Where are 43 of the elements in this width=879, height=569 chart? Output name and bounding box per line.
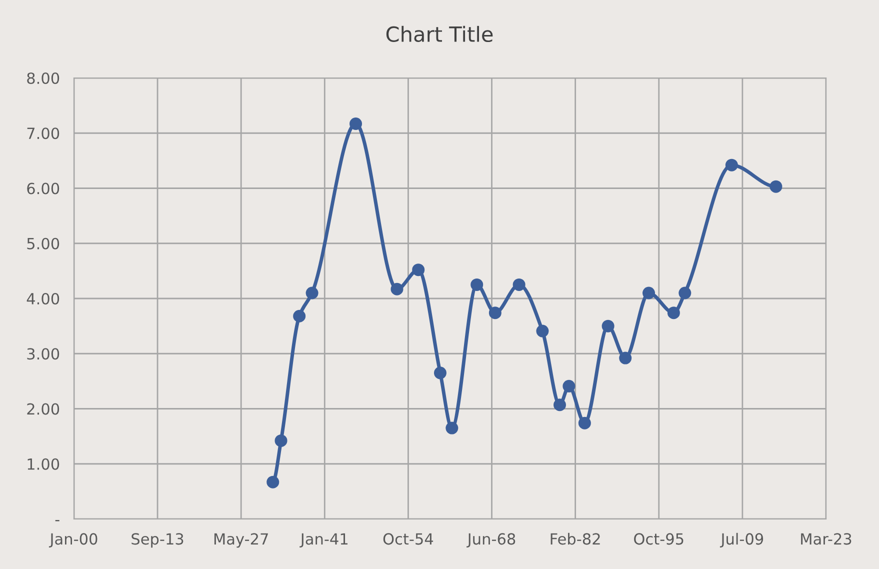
point bbox=[266, 476, 280, 488]
point bbox=[488, 306, 502, 320]
point bbox=[678, 286, 692, 300]
x-tick-label: Oct-54 bbox=[383, 533, 434, 545]
x-tick-label: Jan-00 bbox=[48, 533, 98, 548]
x-tick-label: Jan-41 bbox=[300, 533, 348, 548]
point bbox=[306, 286, 318, 300]
point bbox=[619, 352, 632, 364]
chart-title: Chart Title bbox=[386, 26, 493, 42]
point bbox=[642, 286, 656, 300]
point bbox=[553, 398, 566, 412]
x-tick-label: Mar-23 bbox=[801, 533, 852, 545]
point bbox=[578, 416, 591, 430]
x-tick-label: Sep-13 bbox=[132, 533, 184, 548]
y-tick-label: 2.00 bbox=[27, 403, 60, 415]
y-tick-label: 1.00 bbox=[28, 458, 60, 470]
x-tick-label: Jun-68 bbox=[466, 533, 516, 548]
point bbox=[602, 320, 614, 332]
x-tick-label: May-27 bbox=[214, 533, 268, 548]
x-tick-label: Oct-95 bbox=[634, 533, 684, 545]
point bbox=[562, 380, 576, 392]
point bbox=[536, 324, 549, 338]
point bbox=[667, 306, 680, 320]
y-tick-label: 6.00 bbox=[27, 182, 60, 194]
y-tick-label: - bbox=[55, 520, 60, 522]
point bbox=[390, 282, 404, 296]
x-tick-label: Feb-82 bbox=[550, 532, 600, 545]
point bbox=[512, 278, 526, 291]
point bbox=[770, 180, 782, 193]
y-tick-label: 4.00 bbox=[26, 292, 60, 305]
point bbox=[412, 264, 425, 276]
point bbox=[446, 422, 458, 434]
x-tick-label: Jul-09 bbox=[720, 532, 764, 548]
point bbox=[274, 434, 288, 447]
point bbox=[434, 366, 446, 380]
y-tick-label: 8.00 bbox=[27, 72, 60, 84]
point bbox=[725, 158, 738, 172]
y-tick-label: 7.00 bbox=[27, 128, 60, 140]
y-tick-label: 5.00 bbox=[27, 238, 60, 250]
point bbox=[293, 310, 306, 322]
point bbox=[350, 118, 362, 130]
y-tick-label: 3.00 bbox=[27, 348, 60, 360]
point bbox=[470, 278, 484, 291]
